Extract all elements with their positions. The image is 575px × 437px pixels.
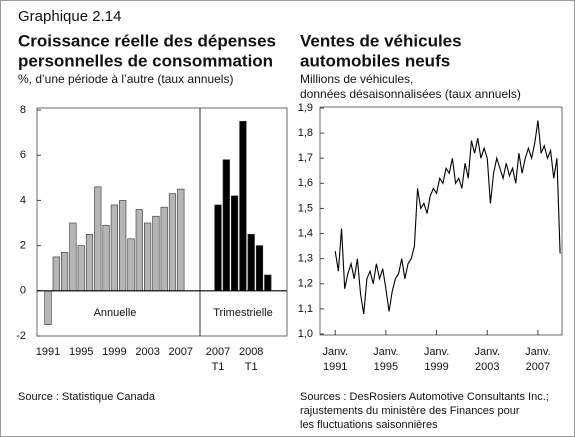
bar — [247, 234, 255, 292]
x-tick-label: Janv. — [424, 346, 449, 358]
x-tick-label: Janv. — [322, 346, 347, 358]
panel-label: Trimestrielle — [213, 307, 273, 319]
x-tick-year: 2007 — [526, 361, 550, 373]
y-tick-label: 1,2 — [298, 278, 313, 290]
x-tick-label: 1999 — [102, 346, 126, 358]
bar — [44, 290, 52, 325]
x-tick-label: 2007 — [169, 346, 193, 358]
bar — [255, 245, 264, 292]
source: Source : Statistique Canada — [18, 391, 156, 403]
y-tick-label: 1,6 — [298, 177, 313, 189]
source: les fluctuations saisonnières — [300, 419, 438, 431]
y-tick-label: 8 — [20, 104, 26, 116]
bar — [168, 193, 177, 292]
plot-frame — [36, 107, 288, 337]
source: Sources : DesRosiers Automotive Consulta… — [300, 391, 549, 403]
chart-subtitle: %, d’une période à l’autre (taux annuels… — [18, 72, 233, 86]
y-tick-label: 0 — [20, 285, 26, 297]
y-tick-label: 1,7 — [298, 152, 313, 164]
bar — [60, 252, 69, 292]
bar — [264, 274, 272, 292]
x-tick-year: 2003 — [475, 361, 499, 373]
y-tick-label: 6 — [20, 149, 26, 161]
bar — [135, 209, 143, 292]
bar — [222, 159, 230, 292]
x-tick-label: 2003 — [135, 346, 159, 358]
bar — [85, 234, 94, 292]
bar — [160, 206, 168, 292]
y-tick-label: 1,4 — [298, 227, 313, 239]
bar — [152, 215, 160, 292]
bar — [69, 222, 77, 292]
x-tick-label: Janv. — [475, 346, 500, 358]
x-tick-label: Janv. — [525, 346, 550, 358]
bar — [239, 121, 247, 292]
x-tick-sublabel: T1 — [245, 361, 258, 373]
x-tick-year: 1995 — [374, 361, 398, 373]
bar — [144, 222, 152, 292]
y-tick-label: 2 — [20, 240, 26, 252]
x-tick-year: 1999 — [424, 361, 448, 373]
x-tick-label: Janv. — [373, 346, 398, 358]
panel-label: Annuelle — [94, 307, 137, 319]
chart-title: automobiles neufs — [300, 51, 450, 70]
plot-frame — [319, 106, 563, 336]
bar — [119, 200, 127, 292]
y-tick-label: 1,1 — [298, 303, 313, 315]
y-tick-label: 1,3 — [298, 253, 313, 265]
chart-subtitle: Millions de véhicules, — [300, 72, 413, 86]
line-series — [334, 120, 561, 314]
bar — [110, 204, 118, 292]
bar — [52, 256, 60, 292]
x-tick-label: 2007 — [206, 346, 230, 358]
x-tick-label: 1995 — [69, 346, 93, 358]
source: rajustements du ministère des Finances p… — [300, 405, 520, 417]
y-tick-label: -2 — [16, 330, 26, 342]
x-tick-label: 2008 — [239, 346, 263, 358]
chart-title: Ventes de véhicules — [300, 31, 462, 50]
bar — [177, 188, 185, 292]
chart-title: Croissance réelle des dépenses — [18, 31, 276, 50]
y-tick-label: 1,5 — [298, 202, 313, 214]
x-tick-label: 1991 — [36, 346, 60, 358]
y-tick-label: 1,9 — [298, 102, 313, 114]
chart-subtitle: données désaisonnalisées (taux annuels) — [300, 87, 521, 101]
y-tick-label: 4 — [20, 194, 26, 206]
y-tick-label: 1,8 — [298, 127, 313, 139]
figure-title: Graphique 2.14 — [18, 8, 121, 25]
bar — [94, 186, 102, 292]
bar — [102, 224, 110, 292]
y-tick-label: 1,0 — [298, 328, 313, 340]
x-tick-sublabel: T1 — [212, 361, 225, 373]
x-tick-year: 1991 — [323, 361, 347, 373]
bar — [231, 195, 239, 292]
bar — [214, 204, 222, 292]
bar — [127, 238, 135, 292]
chart-title: personnelles de consommation — [18, 51, 273, 70]
bar — [77, 245, 85, 292]
